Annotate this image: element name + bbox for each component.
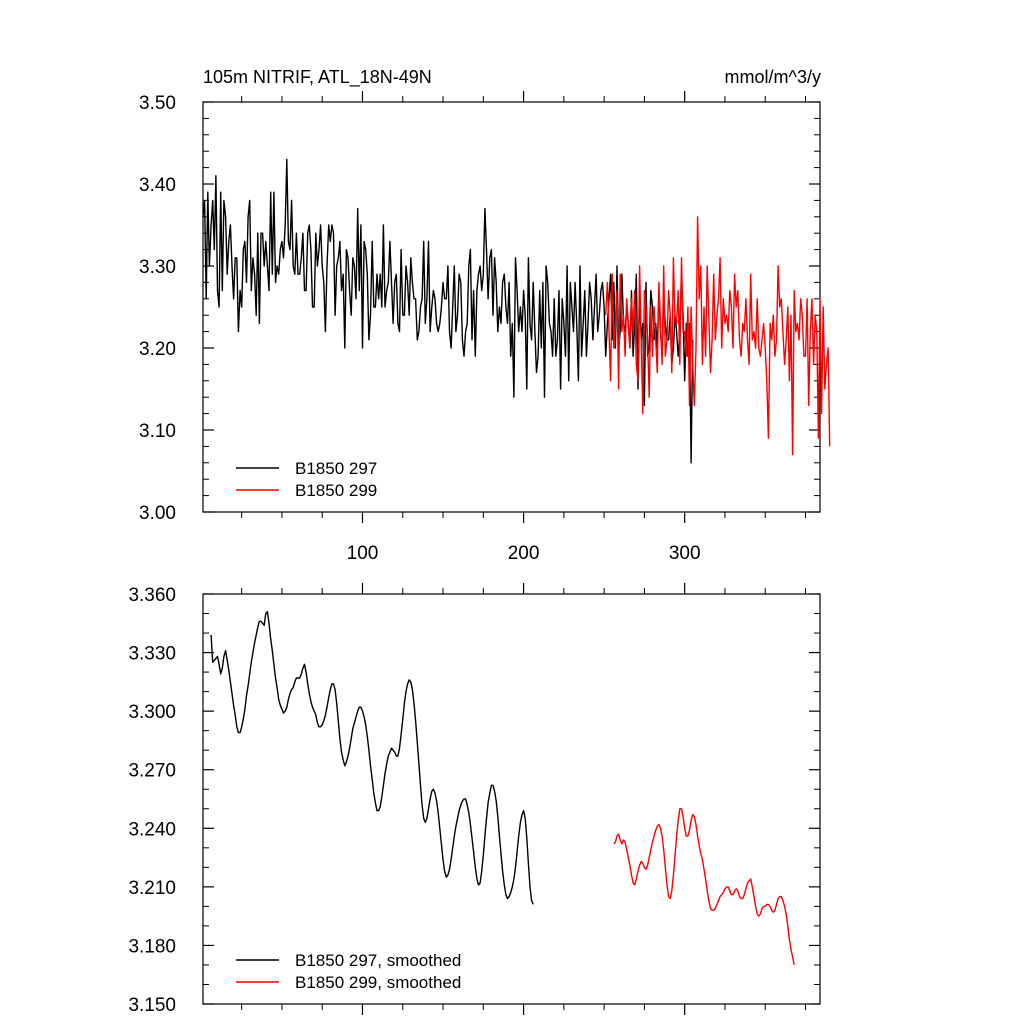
panel1-legend-label-2: B1850 299, smoothed	[295, 973, 461, 992]
panel0-x-tick-label: 200	[508, 543, 540, 564]
bottom-panel: 3.150 3.180 3.210 3.240 3.270 3.300 3.330 3.360…	[128, 583, 821, 1016]
top-panel-units: mmol/m^3/y	[725, 67, 821, 87]
panel1-series-line-1	[210, 610, 534, 905]
panel0-x-tick-label: 100	[347, 543, 379, 564]
panel1-y-tick-label: 3.330	[128, 644, 176, 665]
panel0-y-tick-label: 3.30	[139, 257, 176, 278]
panel0-series-line-1	[202, 158, 694, 464]
panel0-y-tick-label: 3.40	[139, 175, 176, 196]
bottom-panel-plot-area: 3.150 3.180 3.210 3.240 3.270 3.300 3.330 3.360…	[128, 583, 821, 1016]
panel1-y-tick-label: 3.180	[128, 936, 176, 957]
panel1-y-tick-label: 3.150	[128, 995, 176, 1016]
panel1-frame	[202, 593, 821, 1005]
panel0-y-tick-label: 3.50	[139, 93, 176, 114]
top-panel-plot-area: 3.00 3.10 3.20 3.30 3.40 3.50 100 200 300 B1850 2…	[139, 91, 831, 564]
panel0-y-tick-label: 3.10	[139, 421, 176, 442]
panel0-frame	[202, 101, 821, 513]
panel0-legend-label-2: B1850 299	[295, 481, 377, 500]
panel1-y-tick-label: 3.270	[128, 761, 176, 782]
panel0-series-line-2	[605, 216, 831, 456]
panel1-y-tick-label: 3.240	[128, 819, 176, 840]
top-panel: 105m NITRIF, ATL_18N-49N mmol/m^3/y 3.00…	[139, 67, 831, 564]
panel1-series-line-2	[613, 808, 795, 966]
panel1-y-tick-label: 3.300	[128, 702, 176, 723]
panel0-y-tick-label: 3.00	[139, 503, 176, 524]
panel1-y-tick-label: 3.210	[128, 878, 176, 899]
top-panel-title: 105m NITRIF, ATL_18N-49N	[203, 67, 432, 88]
panel1-legend-label-1: B1850 297, smoothed	[295, 951, 461, 970]
panel1-y-tick-label: 3.360	[128, 585, 176, 606]
panel0-y-tick-label: 3.20	[139, 339, 176, 360]
panel0-x-tick-label: 300	[669, 543, 701, 564]
panel0-legend-label-1: B1850 297	[295, 459, 377, 478]
